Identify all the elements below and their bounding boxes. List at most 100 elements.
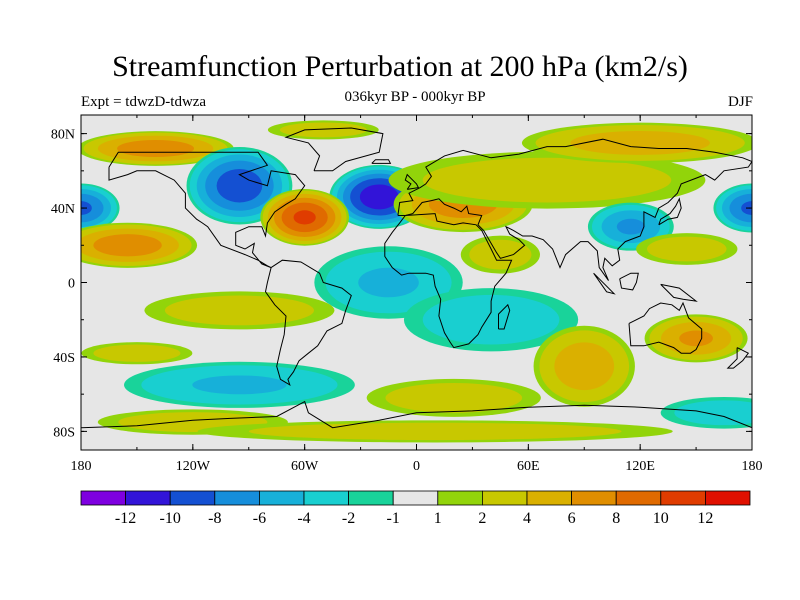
lat-tick-label: 80N	[51, 128, 75, 143]
coastline	[404, 173, 420, 190]
coastline	[371, 159, 392, 164]
season-label: DJF	[727, 94, 753, 110]
anomaly-high	[366, 378, 541, 417]
contour-level	[422, 157, 672, 203]
contour-level	[192, 375, 287, 395]
lon-tick-label: 180	[71, 459, 92, 474]
anomaly-high	[267, 120, 379, 140]
colorbar-label: 12	[697, 510, 713, 527]
colorbar-swatch	[526, 490, 572, 506]
contour-level	[279, 122, 367, 138]
lon-tick-label: 180	[742, 459, 763, 474]
colorbar-swatch	[571, 490, 617, 506]
colorbar-swatch	[437, 490, 483, 506]
coastline	[593, 272, 616, 295]
coastline	[658, 197, 682, 226]
lon-tick-label: 0	[413, 459, 420, 474]
contour-level	[93, 344, 181, 362]
map-plot-area	[81, 115, 791, 450]
colorbar-label: 8	[612, 510, 620, 527]
colorbar-label: -1	[387, 510, 400, 527]
contour-level	[679, 330, 713, 347]
colorbar-swatch	[705, 490, 751, 506]
anomaly-low	[658, 396, 791, 429]
contour-level	[359, 184, 399, 210]
colorbar-label: -6	[253, 510, 266, 527]
colorbar-label: -2	[342, 510, 355, 527]
contour-level	[81, 193, 104, 223]
coastline	[108, 151, 306, 269]
contour-level	[658, 396, 791, 429]
coastline	[397, 138, 752, 281]
coastline	[264, 259, 352, 387]
lon-tick-label: 60W	[291, 459, 319, 474]
contour-level	[616, 218, 645, 235]
chart-title: Streamfunction Perturbation at 200 hPa (…	[112, 50, 688, 83]
anomaly-low	[403, 288, 579, 352]
anomaly-high	[144, 291, 335, 330]
contour-level	[216, 169, 263, 203]
contour-level	[554, 342, 615, 391]
anomaly-high	[644, 314, 748, 363]
anomaly-low	[186, 146, 293, 225]
contour-level	[93, 234, 162, 257]
colorbar-swatch	[214, 490, 260, 506]
contour-level	[117, 139, 195, 158]
lon-tick-label: 60E	[517, 459, 540, 474]
anomaly-high	[460, 235, 540, 274]
colorbar-swatch	[392, 490, 439, 506]
colorbar-label: 6	[568, 510, 576, 527]
coastline	[660, 283, 698, 302]
contour-level	[293, 210, 316, 225]
colorbar-label: 10	[653, 510, 669, 527]
colorbar-swatch	[80, 490, 126, 506]
coastline	[628, 301, 703, 354]
contour-level	[674, 400, 752, 426]
colorbar-label: -10	[160, 510, 181, 527]
contour-level	[570, 130, 710, 155]
lat-tick-label: 0	[68, 277, 75, 292]
contour-level	[647, 236, 727, 262]
lat-tick-label: 80S	[53, 425, 75, 440]
lon-tick-label: 120W	[176, 459, 211, 474]
contour-level	[385, 383, 523, 413]
colorbar: -12 -10 -8 -6 -4 -2 -1 1 2 4 6 8 10 12	[80, 490, 751, 527]
coastline	[498, 303, 511, 330]
colorbar-swatch	[125, 490, 171, 506]
anomaly-high	[81, 222, 198, 268]
colorbar-swatch	[348, 490, 394, 506]
contour-level	[118, 361, 360, 409]
colorbar-swatch	[258, 490, 305, 506]
anomaly-high	[388, 151, 706, 209]
colorbar-swatch	[481, 490, 528, 506]
anomaly-high	[533, 325, 635, 407]
anomaly-high	[521, 122, 752, 164]
coastline	[81, 400, 752, 429]
contour-level	[358, 267, 419, 298]
lat-tick-label: 40S	[53, 351, 75, 366]
colorbar-swatch	[303, 490, 349, 506]
colorbar-label: 1	[434, 510, 442, 527]
colorbar-swatch	[660, 490, 706, 506]
colorbar-label: -4	[297, 510, 310, 527]
coastline	[384, 213, 513, 349]
contour-level	[248, 422, 622, 441]
anomaly-low	[81, 183, 120, 233]
contour-level	[422, 294, 560, 345]
anomaly-high	[260, 189, 350, 246]
anomaly-low	[713, 183, 752, 233]
chart-subtitle: 036kyr BP - 000kyr BP	[344, 89, 486, 105]
coastline	[726, 347, 750, 369]
anomaly-high	[636, 233, 738, 265]
colorbar-label: 2	[478, 510, 486, 527]
colorbar-swatch	[169, 490, 216, 506]
experiment-label: Expt = tdwzD-tdwza	[81, 94, 207, 110]
colorbar-swatch	[615, 490, 662, 506]
contour-level	[729, 193, 752, 223]
anomaly-high	[81, 342, 193, 365]
coastline	[619, 272, 639, 291]
lat-tick-label: 40N	[51, 202, 75, 217]
colorbar-label: -12	[115, 510, 136, 527]
coastline	[284, 127, 384, 172]
